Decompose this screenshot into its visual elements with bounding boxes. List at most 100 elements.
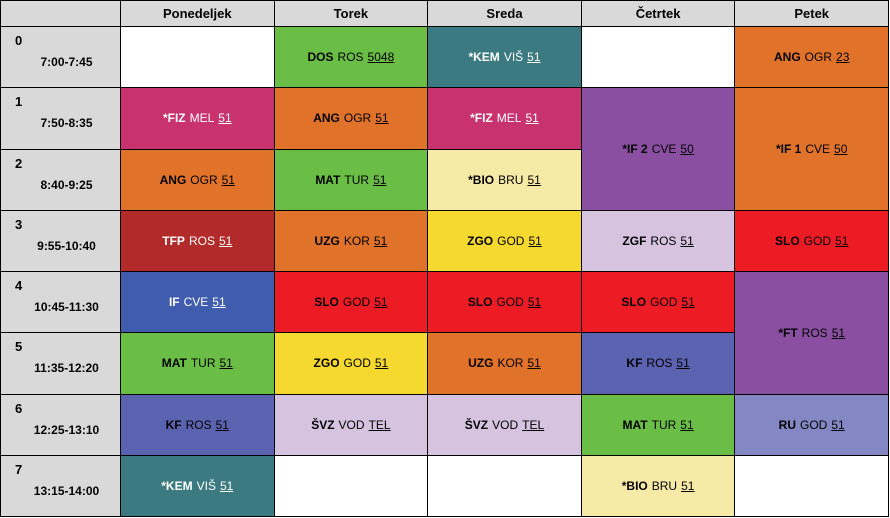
lesson-cell[interactable]: SLO GOD 51 [735, 210, 889, 272]
lesson-subject: SLO [775, 233, 800, 248]
lesson-teacher: GOD [800, 417, 828, 432]
lesson-cell[interactable]: ŠVZ VOD TEL [274, 394, 429, 456]
lesson-teacher: GOD [342, 295, 371, 310]
lesson-room: 5048 [367, 50, 395, 65]
empty-cell [274, 455, 429, 517]
lesson-cell[interactable]: *FIZ MEL 51 [428, 88, 582, 150]
lesson-room: 51 [831, 325, 846, 340]
lesson-room: 51 [527, 172, 541, 187]
lesson-cell[interactable]: UZG KOR 51 [274, 210, 429, 272]
lesson-teacher: KOR [497, 356, 524, 371]
lesson-teacher: BRU [498, 172, 524, 187]
lesson-cell[interactable]: *KEM VIŠ 51 [121, 455, 275, 517]
lesson-cell[interactable]: DOS ROS 5048 [274, 27, 429, 89]
lesson-room: TEL [522, 417, 545, 432]
lesson-room: 51 [218, 233, 233, 248]
lesson-cell[interactable]: TFP ROS 51 [121, 210, 275, 272]
period-number: 3 [15, 216, 23, 232]
lesson-cell[interactable]: ŠVZ VOD TEL [428, 394, 582, 456]
lesson-subject: *KEM [161, 478, 193, 493]
lesson-teacher: OGR [804, 50, 833, 65]
lesson-teacher: ROS [188, 233, 215, 248]
lesson-subject: ŠVZ [311, 417, 335, 432]
lesson-cell[interactable]: ANG OGR 51 [274, 88, 429, 150]
lesson-room: 51 [218, 111, 232, 126]
period-time: 13:15-14:00 [33, 483, 100, 498]
lesson-room: 51 [835, 233, 849, 248]
lesson-room: 51 [212, 295, 226, 310]
lesson-teacher: CVE [651, 142, 677, 156]
lesson-teacher: TUR [344, 172, 370, 187]
lesson-subject: SLO [467, 295, 493, 310]
period-number: 2 [15, 155, 23, 171]
lesson-subject: *BIO [621, 478, 648, 493]
lesson-room: 23 [836, 50, 850, 65]
lesson-cell[interactable]: MAT TUR 51 [274, 149, 429, 211]
lesson-room: 51 [831, 417, 845, 432]
lesson-room: 51 [681, 478, 695, 493]
lesson-cell[interactable]: ZGO GOD 51 [428, 210, 582, 272]
lesson-cell[interactable]: SLO GOD 51 [428, 272, 582, 334]
lesson-cell[interactable]: RU GOD 51 [735, 394, 889, 456]
period-time: 7:50-8:35 [40, 116, 93, 131]
lesson-subject: IF [168, 295, 180, 310]
period-time: 11:35-12:20 [34, 361, 99, 376]
lesson-cell[interactable]: UZG KOR 51 [428, 333, 582, 395]
lesson-subject: SLO [621, 295, 647, 310]
lesson-cell[interactable]: *FIZ MEL 51 [121, 88, 275, 150]
lesson-cell[interactable]: ANG OGR 51 [121, 149, 275, 211]
lesson-subject: ANG [774, 50, 801, 65]
period-cell: 7 13:15-14:00 [1, 455, 121, 517]
empty-cell [121, 27, 275, 89]
lesson-teacher: VOD [492, 417, 519, 432]
period-number: 5 [15, 339, 23, 355]
period-cell: 4 10:45-11:30 [1, 272, 121, 334]
lesson-cell[interactable]: IF CVE 51 [121, 272, 275, 334]
lesson-cell[interactable]: ZGO GOD 51 [274, 333, 429, 395]
lesson-teacher: BRU [651, 478, 678, 493]
period-cell: 3 9:55-10:40 [1, 210, 121, 272]
lesson-subject: ANG [313, 111, 340, 126]
lesson-cell[interactable]: *IF 1 CVE 50 [735, 88, 889, 211]
lesson-teacher: ROS [646, 356, 673, 371]
lesson-cell[interactable]: *BIO BRU 51 [581, 455, 736, 517]
lesson-cell[interactable]: KF ROS 51 [581, 333, 736, 395]
lesson-cell[interactable]: ANG OGR 23 [735, 27, 889, 89]
lesson-cell[interactable]: SLO GOD 51 [274, 272, 429, 334]
day-header: Petek [735, 1, 889, 27]
lesson-room: 51 [373, 233, 388, 248]
lesson-teacher: GOD [803, 233, 832, 248]
period-cell: 1 7:50-8:35 [1, 88, 121, 150]
lesson-teacher: VIŠ [503, 50, 524, 65]
lesson-cell[interactable]: MAT TUR 51 [121, 333, 275, 395]
lesson-cell[interactable]: *IF 2 CVE 50 [581, 88, 736, 211]
lesson-room: 51 [525, 111, 539, 126]
lesson-subject: MAT [622, 417, 648, 432]
lesson-subject: MAT [161, 356, 187, 371]
lesson-teacher: VOD [338, 417, 365, 432]
lesson-cell[interactable]: *FT ROS 51 [735, 272, 889, 395]
lesson-teacher: OGR [190, 172, 218, 187]
period-time: 9:55-10:40 [37, 238, 96, 253]
lesson-teacher: ROS [650, 233, 677, 248]
lesson-teacher: CVE [805, 142, 831, 156]
lesson-room: 50 [834, 142, 848, 156]
lesson-cell[interactable]: *KEM VIŠ 51 [428, 27, 582, 89]
lesson-subject: ŠVZ [464, 417, 489, 432]
lesson-room: 51 [215, 417, 229, 432]
period-cell: 6 12:25-13:10 [1, 394, 121, 456]
lesson-cell[interactable]: *BIO BRU 51 [428, 149, 582, 211]
lesson-cell[interactable]: SLO GOD 51 [581, 272, 736, 334]
lesson-room: 51 [221, 172, 235, 187]
lesson-cell[interactable]: KF ROS 51 [121, 394, 275, 456]
lesson-cell[interactable]: MAT TUR 51 [581, 394, 736, 456]
lesson-subject: ZGO [313, 356, 340, 371]
empty-cell [581, 27, 736, 89]
period-number: 1 [15, 94, 23, 110]
lesson-subject: ZGF [622, 233, 647, 248]
period-time: 10:45-11:30 [34, 300, 99, 315]
lesson-cell[interactable]: ZGF ROS 51 [581, 210, 736, 272]
lesson-subject: ZGO [467, 233, 494, 248]
lesson-subject: *BIO [468, 172, 495, 187]
